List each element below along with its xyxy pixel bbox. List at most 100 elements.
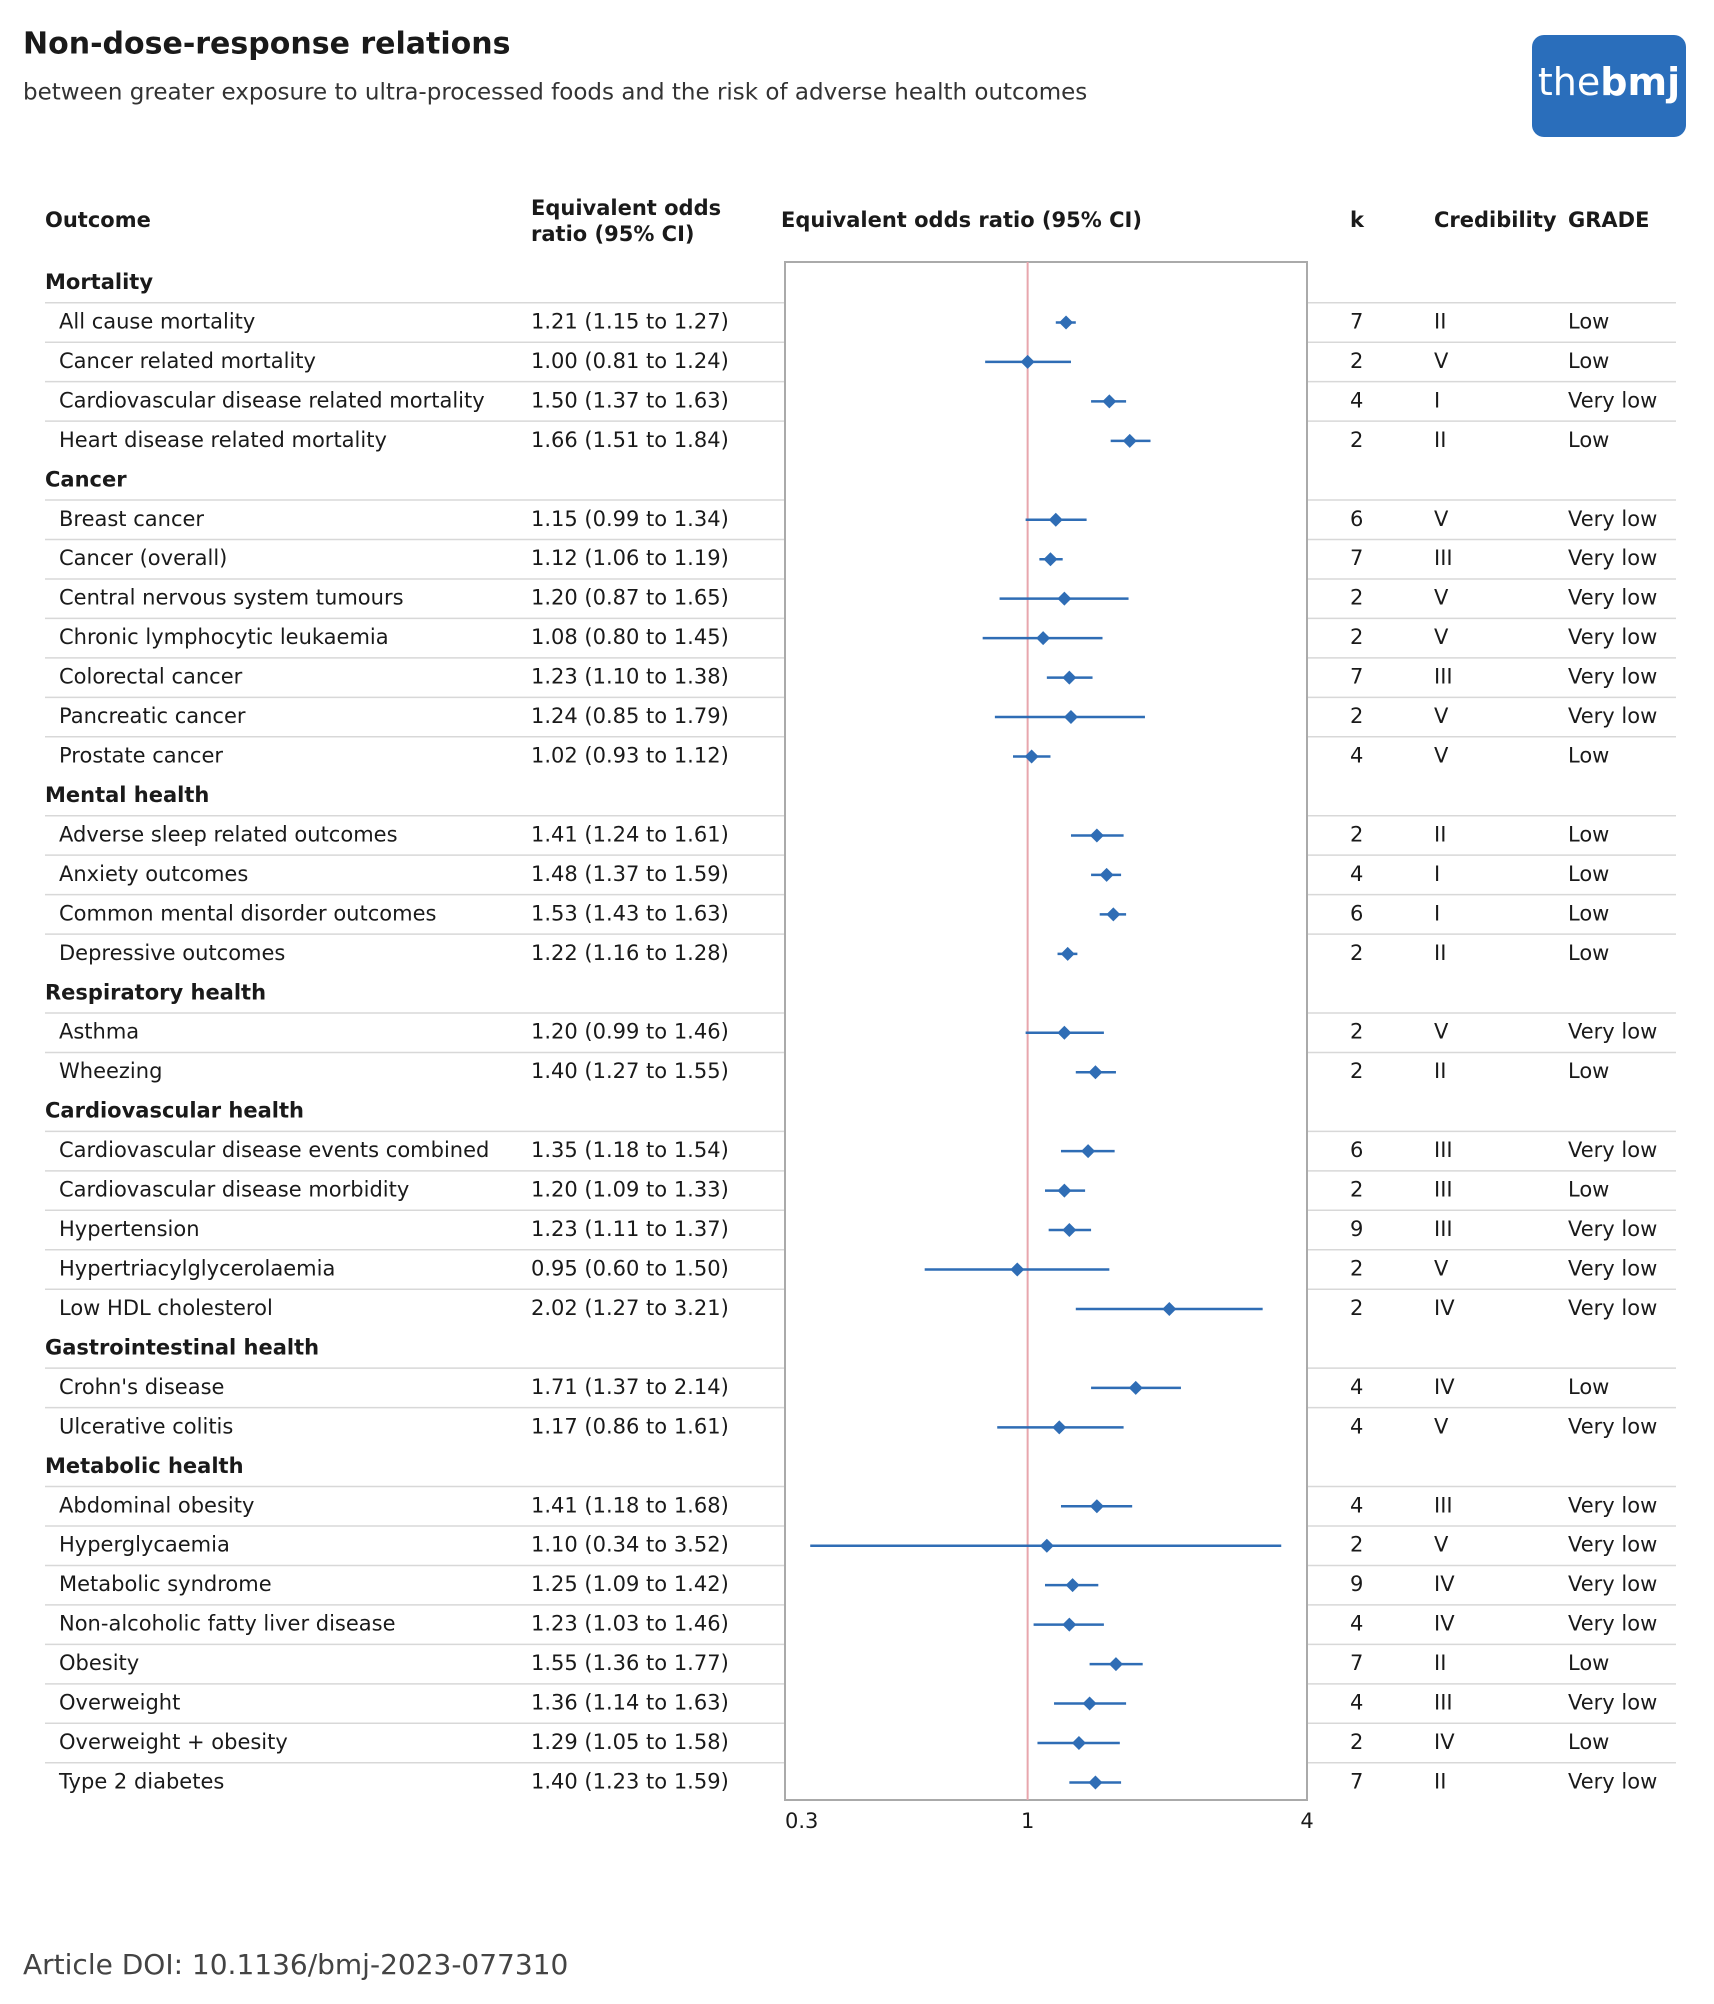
estimate-marker [1036, 631, 1051, 646]
outcome-label: Overweight + obesity [59, 1730, 288, 1754]
grade-label: Very low [1568, 388, 1657, 412]
column-header: ratio (95% CI) [531, 222, 695, 246]
outcome-label: Hypertriacylglycerolaemia [59, 1257, 335, 1281]
k-label: 2 [1350, 1178, 1363, 1202]
credibility-label: V [1434, 704, 1449, 728]
grade-label: Very low [1568, 586, 1657, 610]
outcome-label: Common mental disorder outcomes [59, 901, 436, 925]
k-label: 7 [1350, 665, 1363, 689]
ci-label: 1.22 (1.16 to 1.28) [531, 941, 729, 965]
k-label: 7 [1350, 1769, 1363, 1793]
outcome-label: Overweight [59, 1691, 180, 1715]
ci-label: 1.00 (0.81 to 1.24) [531, 349, 729, 373]
k-label: 4 [1350, 744, 1363, 768]
estimate-marker [1062, 1617, 1077, 1632]
credibility-label: V [1434, 586, 1449, 610]
logo: thebmj [1538, 60, 1680, 104]
grade-label: Very low [1568, 1572, 1657, 1596]
outcome-label: Pancreatic cancer [59, 704, 246, 728]
k-label: 4 [1350, 1375, 1363, 1399]
ci-label: 1.25 (1.09 to 1.42) [531, 1572, 729, 1596]
credibility-label: I [1434, 901, 1440, 925]
ci-label: 1.36 (1.14 to 1.63) [531, 1691, 729, 1715]
ci-label: 1.66 (1.51 to 1.84) [531, 428, 729, 452]
credibility-label: II [1434, 428, 1446, 452]
credibility-label: V [1434, 625, 1449, 649]
group-label: Mortality [45, 270, 153, 294]
grade-label: Very low [1568, 1533, 1657, 1557]
grade-label: Very low [1568, 1769, 1657, 1793]
k-label: 2 [1350, 625, 1363, 649]
credibility-label: V [1434, 744, 1449, 768]
estimate-marker [1010, 1262, 1025, 1277]
ci-label: 1.55 (1.36 to 1.77) [531, 1651, 729, 1675]
estimate-marker [1059, 315, 1074, 330]
outcome-label: Type 2 diabetes [58, 1769, 224, 1793]
credibility-label: V [1434, 1414, 1449, 1438]
grade-label: Very low [1568, 1691, 1657, 1715]
outcome-label: Cardiovascular disease morbidity [59, 1178, 409, 1202]
ci-label: 1.50 (1.37 to 1.63) [531, 388, 729, 412]
grade-label: Low [1568, 1059, 1609, 1083]
k-label: 4 [1350, 1691, 1363, 1715]
logo-light: the [1538, 60, 1600, 104]
column-header: Outcome [45, 208, 151, 232]
grade-label: Very low [1568, 1217, 1657, 1241]
estimate-marker [1039, 1538, 1054, 1553]
ci-label: 1.71 (1.37 to 2.14) [531, 1375, 729, 1399]
credibility-label: V [1434, 349, 1449, 373]
outcome-label: Crohn's disease [59, 1375, 224, 1399]
k-label: 7 [1350, 309, 1363, 333]
k-label: 9 [1350, 1572, 1363, 1596]
estimate-marker [1162, 1301, 1177, 1316]
outcome-label: Hyperglycaemia [59, 1533, 230, 1557]
grade-label: Very low [1568, 704, 1657, 728]
outcome-label: Wheezing [59, 1059, 162, 1083]
outcome-label: Obesity [59, 1651, 139, 1675]
credibility-label: II [1434, 1769, 1446, 1793]
k-label: 7 [1350, 546, 1363, 570]
outcome-label: Non-alcoholic fatty liver disease [59, 1612, 396, 1636]
grade-label: Very low [1568, 507, 1657, 531]
group-label: Metabolic health [45, 1454, 244, 1478]
ci-label: 1.41 (1.18 to 1.68) [531, 1493, 729, 1517]
ci-label: 1.53 (1.43 to 1.63) [531, 901, 729, 925]
estimate-marker [1128, 1380, 1143, 1395]
grade-label: Low [1568, 349, 1609, 373]
credibility-label: IV [1434, 1612, 1455, 1636]
k-label: 2 [1350, 822, 1363, 846]
k-label: 2 [1350, 428, 1363, 452]
grade-label: Very low [1568, 665, 1657, 689]
estimate-marker [1062, 670, 1077, 685]
credibility-label: V [1434, 1257, 1449, 1281]
k-label: 4 [1350, 1414, 1363, 1438]
credibility-label: III [1434, 1691, 1453, 1715]
estimate-marker [1062, 1223, 1077, 1238]
outcome-label: Breast cancer [59, 507, 204, 531]
estimate-marker [1106, 907, 1121, 922]
credibility-label: IV [1434, 1375, 1455, 1399]
k-label: 2 [1350, 1020, 1363, 1044]
grade-label: Very low [1568, 1296, 1657, 1320]
estimate-marker [1108, 1657, 1123, 1672]
group-label: Respiratory health [45, 980, 266, 1004]
grade-label: Low [1568, 901, 1609, 925]
ci-label: 1.15 (0.99 to 1.34) [531, 507, 729, 531]
chart-title: Non-dose-response relations [23, 27, 510, 62]
credibility-label: III [1434, 1138, 1453, 1162]
k-label: 2 [1350, 586, 1363, 610]
ci-label: 1.08 (0.80 to 1.45) [531, 625, 729, 649]
outcome-label: All cause mortality [59, 309, 255, 333]
grade-label: Very low [1568, 625, 1657, 649]
outcome-label: Central nervous system tumours [59, 586, 404, 610]
ci-label: 1.40 (1.23 to 1.59) [531, 1769, 729, 1793]
grade-label: Low [1568, 1730, 1609, 1754]
ci-label: 1.23 (1.10 to 1.38) [531, 665, 729, 689]
ci-label: 1.20 (0.87 to 1.65) [531, 586, 729, 610]
plot-frame [784, 261, 1308, 1801]
k-label: 4 [1350, 862, 1363, 886]
k-label: 2 [1350, 349, 1363, 373]
column-header: Credibility [1434, 208, 1557, 232]
ci-label: 0.95 (0.60 to 1.50) [531, 1257, 729, 1281]
grade-label: Low [1568, 1651, 1609, 1675]
